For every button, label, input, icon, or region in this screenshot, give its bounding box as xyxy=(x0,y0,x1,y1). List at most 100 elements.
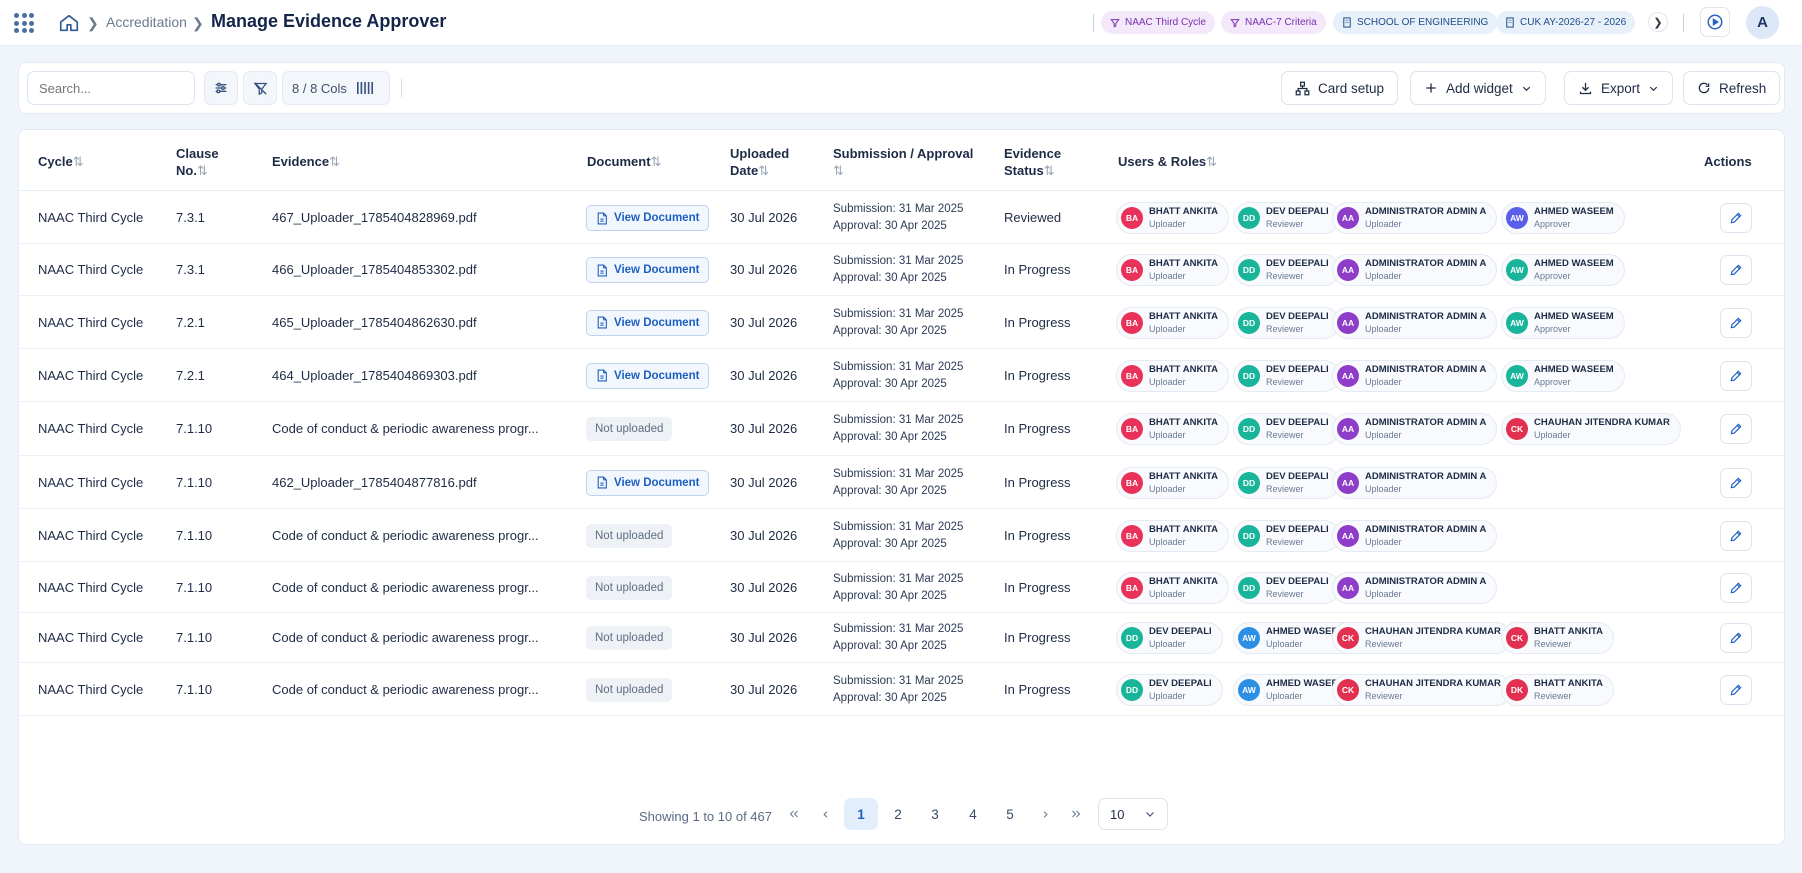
edit-button[interactable] xyxy=(1720,467,1752,498)
view-document-button[interactable]: View Document xyxy=(586,205,710,231)
filter-chip-cycle[interactable]: NAAC Third Cycle xyxy=(1101,11,1215,34)
refresh-button[interactable]: Refresh xyxy=(1683,71,1781,105)
user-role-pill[interactable]: AA ADMINISTRATOR ADMIN A Uploader xyxy=(1332,306,1498,339)
apps-grid-icon[interactable] xyxy=(14,13,34,33)
user-role-pill[interactable]: AA ADMINISTRATOR ADMIN A Uploader xyxy=(1332,571,1498,604)
user-role: Uploader xyxy=(1365,588,1402,599)
column-header-document[interactable]: Document⇅ xyxy=(587,153,661,170)
user-role-pill[interactable]: BA BHATT ANKITA Uploader xyxy=(1116,413,1229,445)
page-button-1[interactable]: 1 xyxy=(844,798,878,830)
user-role-pill[interactable]: DD DEV DEEPALI Reviewer xyxy=(1233,359,1340,392)
user-role-pill[interactable]: AA ADMINISTRATOR ADMIN A Uploader xyxy=(1332,413,1498,445)
edit-button[interactable] xyxy=(1720,255,1752,285)
user-role-pill[interactable]: DD DEV DEEPALI Reviewer xyxy=(1233,413,1340,445)
filter-chip-year[interactable]: CUK AY-2026-27 - 2026 xyxy=(1496,11,1636,34)
card-setup-button[interactable]: Card setup xyxy=(1281,71,1399,105)
column-header-cycle[interactable]: Cycle⇅ xyxy=(38,153,84,170)
user-role-pill[interactable]: BA BHATT ANKITA Uploader xyxy=(1116,571,1229,604)
page-button-3[interactable]: 3 xyxy=(931,806,939,822)
columns-toggle[interactable]: 8 / 8 Cols xyxy=(282,71,390,105)
user-avatar[interactable]: A xyxy=(1746,6,1779,39)
table-row[interactable]: NAAC Third Cycle 7.1.10 462_Uploader_17854… xyxy=(19,456,1784,509)
user-role-pill[interactable]: AW AHMED WASEEM Approver xyxy=(1501,359,1625,392)
page-size-select[interactable]: 10 xyxy=(1098,798,1168,830)
user-role-pill[interactable]: CK BHATT ANKITA Reviewer xyxy=(1501,622,1614,654)
user-role-pill[interactable]: CK CHAUHAN JITENDRA KUMAR Uploader xyxy=(1501,413,1681,445)
edit-button[interactable] xyxy=(1720,414,1752,444)
user-role-pill[interactable]: BA BHATT ANKITA Uploader xyxy=(1116,519,1229,552)
table-row[interactable]: NAAC Third Cycle 7.1.10 Code of conduct & … xyxy=(19,613,1784,663)
user-role-pill[interactable]: AA ADMINISTRATOR ADMIN A Uploader xyxy=(1332,359,1498,392)
edit-button[interactable] xyxy=(1720,307,1752,338)
table-row[interactable]: NAAC Third Cycle 7.1.10 Code of conduct & … xyxy=(19,509,1784,562)
user-role-pill[interactable]: DD DEV DEEPALI Reviewer xyxy=(1233,466,1340,499)
table-row[interactable]: NAAC Third Cycle 7.3.1 466_Uploader_178540… xyxy=(19,244,1784,296)
page-button-2[interactable]: 2 xyxy=(894,806,902,822)
view-document-button[interactable]: View Document xyxy=(586,257,710,283)
filter-chip-school[interactable]: SCHOOL OF ENGINEERING xyxy=(1333,11,1498,34)
table-row[interactable]: NAAC Third Cycle 7.1.10 Code of conduct & … xyxy=(19,562,1784,613)
user-role-pill[interactable]: CK CHAUHAN JITENDRA KUMAR Reviewer xyxy=(1332,622,1512,654)
export-button[interactable]: Export xyxy=(1564,71,1674,105)
user-role-pill[interactable]: DD DEV DEEPALI Reviewer xyxy=(1233,519,1340,552)
column-header-status[interactable]: Evidence Status⇅ xyxy=(1004,145,1061,179)
user-role-pill[interactable]: DK BHATT ANKITA Reviewer xyxy=(1501,673,1614,706)
user-role-pill[interactable]: AA ADMINISTRATOR ADMIN A Uploader xyxy=(1332,466,1498,499)
column-header-users[interactable]: Users & Roles⇅ xyxy=(1118,153,1217,170)
prev-page-button[interactable] xyxy=(808,798,842,830)
filter-chip-criteria[interactable]: NAAC-7 Criteria xyxy=(1221,11,1326,34)
filter-settings-button[interactable] xyxy=(204,71,238,105)
user-role-pill[interactable]: DD DEV DEEPALI Reviewer xyxy=(1233,254,1340,286)
column-header-submission[interactable]: Submission / Approval ⇅ xyxy=(833,145,973,179)
page-button-5[interactable]: 5 xyxy=(1006,806,1014,822)
avatar: AA xyxy=(1337,311,1359,334)
table-row[interactable]: NAAC Third Cycle 7.3.1 467_Uploader_178540… xyxy=(19,192,1784,244)
user-role-pill[interactable]: AW AHMED WASEEM Approver xyxy=(1501,202,1625,234)
edit-button[interactable] xyxy=(1720,674,1752,705)
user-role-pill[interactable]: DD DEV DEEPALI Uploader xyxy=(1116,673,1223,706)
chevron-right-icon[interactable]: ❯ xyxy=(1648,12,1668,32)
user-role-pill[interactable]: AW AHMED WASEEM Approver xyxy=(1501,306,1625,339)
table-row[interactable]: NAAC Third Cycle 7.2.1 465_Uploader_178540… xyxy=(19,296,1784,349)
user-role-pill[interactable]: DD DEV DEEPALI Reviewer xyxy=(1233,306,1340,339)
add-widget-button[interactable]: Add widget xyxy=(1410,71,1546,105)
view-document-button[interactable]: View Document xyxy=(586,362,710,389)
user-role-pill[interactable]: BA BHATT ANKITA Uploader xyxy=(1116,202,1229,234)
edit-button[interactable] xyxy=(1720,623,1752,653)
user-role-pill[interactable]: BA BHATT ANKITA Uploader xyxy=(1116,359,1229,392)
play-button[interactable] xyxy=(1700,7,1730,37)
view-document-button[interactable]: View Document xyxy=(586,469,710,496)
clear-filter-button[interactable] xyxy=(243,71,277,105)
table-row[interactable]: NAAC Third Cycle 7.1.10 Code of conduct & … xyxy=(19,663,1784,716)
user-role-pill[interactable]: AA ADMINISTRATOR ADMIN A Uploader xyxy=(1332,254,1498,286)
user-role-pill[interactable]: DD DEV DEEPALI Reviewer xyxy=(1233,202,1340,234)
edit-button[interactable] xyxy=(1720,520,1752,551)
last-page-button[interactable] xyxy=(1059,798,1093,830)
user-role-pill[interactable]: CK CHAUHAN JITENDRA KUMAR Reviewer xyxy=(1332,673,1512,706)
edit-button[interactable] xyxy=(1720,360,1752,391)
breadcrumb-parent[interactable]: Accreditation xyxy=(106,14,187,30)
user-role-pill[interactable]: AW AHMED WASEEM Approver xyxy=(1501,254,1625,286)
avatar: DD xyxy=(1238,576,1260,599)
user-role-pill[interactable]: BA BHATT ANKITA Uploader xyxy=(1116,254,1229,286)
page-button-4[interactable]: 4 xyxy=(969,806,977,822)
column-header-evidence[interactable]: Evidence⇅ xyxy=(272,153,340,170)
user-role-pill[interactable]: DD DEV DEEPALI Reviewer xyxy=(1233,571,1340,604)
user-role-pill[interactable]: AA ADMINISTRATOR ADMIN A Uploader xyxy=(1332,202,1498,234)
table-row[interactable]: NAAC Third Cycle 7.2.1 464_Uploader_178540… xyxy=(19,349,1784,402)
user-role-pill[interactable]: AA ADMINISTRATOR ADMIN A Uploader xyxy=(1332,519,1498,552)
table-row[interactable]: NAAC Third Cycle 7.1.10 Code of conduct & … xyxy=(19,402,1784,456)
user-role-pill[interactable]: BA BHATT ANKITA Uploader xyxy=(1116,306,1229,339)
cell-evidence: 466_Uploader_1785404853302.pdf xyxy=(272,262,477,277)
column-header-clause[interactable]: Clause No.⇅ xyxy=(176,145,219,179)
home-icon[interactable] xyxy=(58,12,80,34)
edit-button[interactable] xyxy=(1720,572,1752,603)
first-page-button[interactable] xyxy=(777,798,811,830)
column-header-uploaded[interactable]: Uploaded Date⇅ xyxy=(730,145,789,179)
view-document-button[interactable]: View Document xyxy=(586,309,710,336)
next-page-button[interactable] xyxy=(1028,798,1062,830)
user-role-pill[interactable]: DD DEV DEEPALI Uploader xyxy=(1116,622,1223,654)
search-input[interactable] xyxy=(27,71,195,105)
edit-button[interactable] xyxy=(1720,203,1752,233)
user-role-pill[interactable]: BA BHATT ANKITA Uploader xyxy=(1116,466,1229,499)
